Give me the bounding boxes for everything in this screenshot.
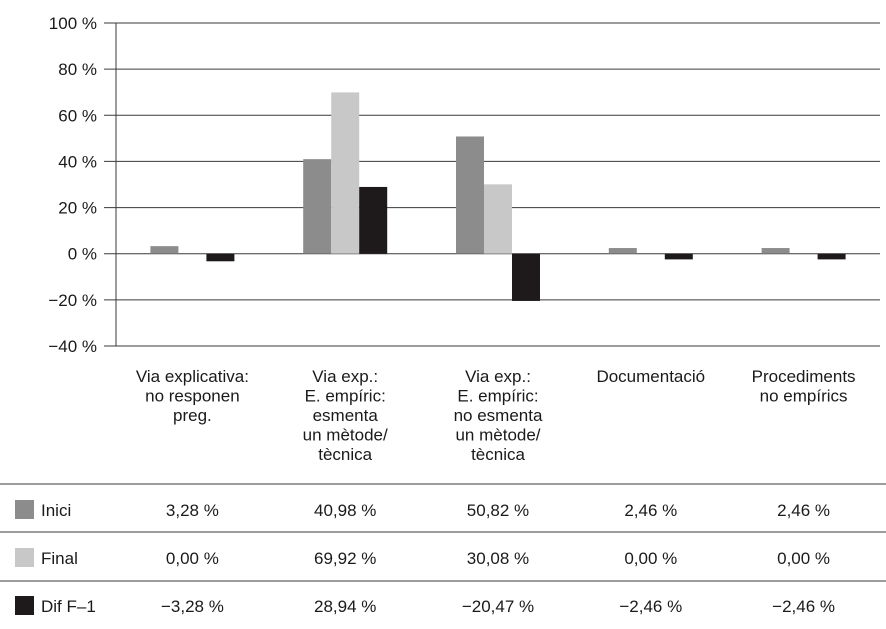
table-cell: 28,94 % xyxy=(314,597,376,616)
category-label: Documentació xyxy=(596,367,705,386)
table-cell: 30,08 % xyxy=(467,549,529,568)
category-label: Via exp.: E. empíric: esmenta un mètode/tèc… xyxy=(303,367,388,464)
bar xyxy=(456,136,484,254)
y-axis: 100 % 80 % 60 % 40 % 20 % 0 % −20 % −40 % xyxy=(48,14,117,356)
category-label: Procediments no empírics xyxy=(752,367,856,406)
bar xyxy=(512,253,540,301)
category-label-line: Documentació xyxy=(596,367,705,386)
bar xyxy=(817,253,846,260)
table-cell: 2,46 % xyxy=(624,501,677,520)
y-tick-label: 60 % xyxy=(58,106,97,125)
bar xyxy=(608,248,637,254)
table-cell: −2,46 % xyxy=(619,597,682,616)
legend-label: Final xyxy=(41,549,78,568)
bar xyxy=(303,159,332,254)
legend-swatch xyxy=(15,500,34,519)
table-cell: 2,46 % xyxy=(777,501,830,520)
y-tick-label: −20 % xyxy=(48,291,97,310)
bar xyxy=(359,186,388,254)
table-cell: −2,46 % xyxy=(772,597,835,616)
category-label-line: preg. xyxy=(173,406,212,425)
legend-label: Inici xyxy=(41,501,71,520)
category-labels: Via explicativa: no responen preg. Via exp.… xyxy=(136,367,856,464)
category-label-line: no responen xyxy=(145,387,240,406)
y-tick-label: 0 % xyxy=(68,245,97,264)
legend-swatch xyxy=(15,548,34,567)
table-cell: 0,00 % xyxy=(166,549,219,568)
category-label-line: E. empíric: xyxy=(305,387,386,406)
table-cell: 50,82 % xyxy=(467,501,529,520)
y-tick-label: 20 % xyxy=(58,199,97,218)
table-cell: −3,28 % xyxy=(161,597,224,616)
table-cell: 40,98 % xyxy=(314,501,376,520)
bars xyxy=(150,92,846,301)
y-tick-label: 100 % xyxy=(49,14,97,33)
category-label: Via exp.: E. empíric: no esmenta un mètode/… xyxy=(454,367,543,464)
table-cell: 69,92 % xyxy=(314,549,376,568)
bar xyxy=(150,246,179,254)
bar xyxy=(206,253,235,262)
table-cell: 0,00 % xyxy=(777,549,830,568)
category-label-line: no esmenta xyxy=(454,406,543,425)
bar xyxy=(664,253,693,260)
y-tick-label: −40 % xyxy=(48,337,97,356)
category-label-line: un mètode/ xyxy=(455,426,540,445)
table-cell: −20,47 % xyxy=(462,597,534,616)
table-cell: 3,28 % xyxy=(166,501,219,520)
category-label-line: no empírics xyxy=(760,387,848,406)
category-label-line: Via explicativa: xyxy=(136,367,249,386)
bar xyxy=(484,184,512,254)
legend-swatch xyxy=(15,596,34,615)
category-label-line: E. empíric: xyxy=(457,387,538,406)
category-label: Via explicativa: no responen preg. xyxy=(136,367,249,425)
y-tick-label: 80 % xyxy=(58,60,97,79)
category-label-line: Via exp.: xyxy=(465,367,531,386)
legend-label: Dif F–1 xyxy=(41,597,96,616)
category-label-line: esmenta xyxy=(313,406,379,425)
category-label-line: Procediments xyxy=(752,367,856,386)
y-tick-label: 40 % xyxy=(58,152,97,171)
bar xyxy=(761,248,790,254)
data-table: Inici 3,28 % 40,98 % 50,82 % 2,46 % 2,46 % Fin… xyxy=(0,483,886,616)
category-label-line: tècnica xyxy=(318,445,372,464)
table-cell: 0,00 % xyxy=(624,549,677,568)
bar xyxy=(331,92,360,254)
category-label-line: tècnica xyxy=(471,445,525,464)
category-label-line: un mètode/ xyxy=(303,426,388,445)
category-label-line: Via exp.: xyxy=(312,367,378,386)
